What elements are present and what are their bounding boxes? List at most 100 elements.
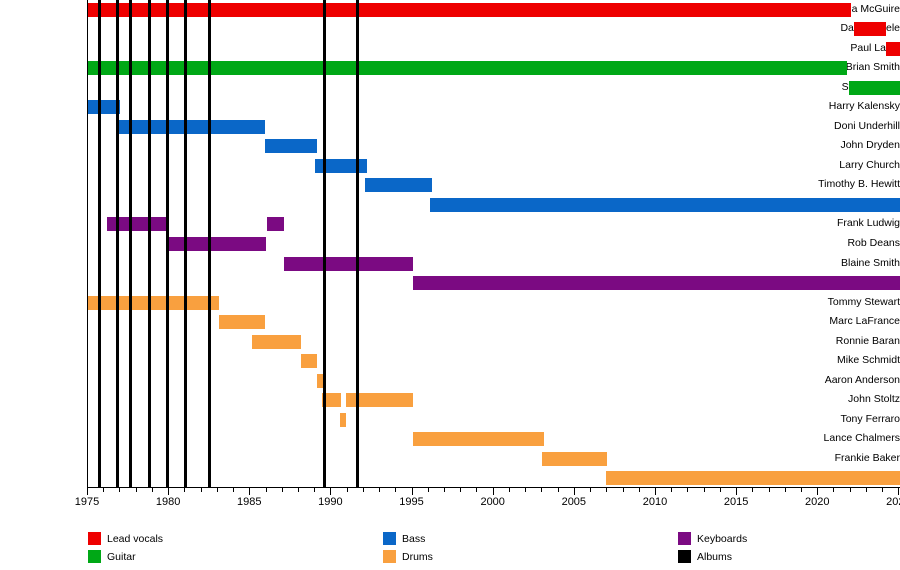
x-tick-minor xyxy=(687,488,689,492)
timeline-bar xyxy=(88,295,220,310)
x-tick-major xyxy=(817,488,819,495)
timeline-bar xyxy=(118,119,265,134)
x-tick-minor xyxy=(508,488,510,492)
x-tick-label: 2000 xyxy=(480,496,505,508)
timeline-bar xyxy=(88,61,848,76)
row-label: Ronnie Baran xyxy=(835,334,900,347)
timeline-bar xyxy=(300,354,317,369)
album-marker xyxy=(115,0,119,488)
x-tick-minor xyxy=(703,488,705,492)
legend-label: Bass xyxy=(402,532,426,545)
x-tick-minor xyxy=(525,488,527,492)
timeline-bar xyxy=(542,451,608,466)
x-tick-minor xyxy=(103,488,105,492)
timeline-bar xyxy=(219,315,265,330)
x-tick-major xyxy=(654,488,656,495)
row-label: Brian Smith xyxy=(845,61,900,74)
timeline-bar xyxy=(365,178,433,193)
legend-item[interactable]: Drums xyxy=(383,550,433,563)
timeline-bar xyxy=(284,256,413,271)
x-tick-major xyxy=(492,488,494,495)
legend-label: Albums xyxy=(697,550,733,563)
x-tick-label: 1975 xyxy=(74,496,100,508)
legend-item[interactable]: Keyboards xyxy=(678,532,747,545)
x-tick-minor xyxy=(216,488,218,492)
x-tick-major xyxy=(898,488,900,495)
timeline-bar xyxy=(321,393,342,408)
x-tick-label: 2005 xyxy=(561,496,587,508)
x-tick-major xyxy=(87,488,88,495)
x-tick-label: 1995 xyxy=(399,496,424,508)
legend-item[interactable]: Albums xyxy=(678,550,732,563)
x-tick-minor xyxy=(557,488,559,492)
row-label: Rob Deans xyxy=(847,237,900,249)
timeline-bar xyxy=(346,393,413,408)
x-tick-minor xyxy=(119,488,121,492)
timeline-bar xyxy=(339,412,346,427)
x-tick-minor xyxy=(281,488,283,492)
x-tick-minor xyxy=(297,488,299,492)
legend-item[interactable]: Guitar xyxy=(88,550,136,563)
album-marker xyxy=(355,0,359,488)
plot-frame xyxy=(87,0,900,488)
x-tick-label: 2015 xyxy=(723,496,749,508)
x-tick-minor xyxy=(752,488,754,492)
row-label: Timothy B. Hewitt xyxy=(818,178,900,191)
x-tick-minor xyxy=(849,488,851,492)
album-marker xyxy=(148,0,152,488)
timeline-bar xyxy=(315,158,368,173)
x-tick-label: 1990 xyxy=(318,496,343,508)
x-tick-minor xyxy=(541,488,543,492)
row-label: Tommy Stewart xyxy=(827,295,900,308)
x-tick-minor xyxy=(444,488,445,492)
x-tick-minor xyxy=(362,488,364,492)
timeline-bar xyxy=(412,432,544,447)
legend-item[interactable]: Bass xyxy=(383,532,425,545)
x-tick-minor xyxy=(882,488,884,492)
x-tick-minor xyxy=(460,488,462,492)
x-tick-major xyxy=(330,488,332,495)
album-marker xyxy=(97,0,101,488)
x-tick-label: 1985 xyxy=(237,496,262,508)
album-marker xyxy=(165,0,169,488)
x-tick-minor xyxy=(200,488,202,492)
x-tick-label: 1980 xyxy=(155,496,181,508)
timeline-bar xyxy=(167,237,267,251)
legend-label: Guitar xyxy=(107,550,136,563)
album-marker xyxy=(323,0,327,488)
row-label: Harry Kalensky xyxy=(828,100,900,113)
row-label: Frankie Baker xyxy=(834,451,900,464)
legend-item[interactable]: Lead vocals xyxy=(88,532,163,545)
row-label: Paul Laine xyxy=(850,41,900,54)
timeline-bar xyxy=(107,217,168,232)
x-tick-major xyxy=(411,488,413,495)
x-tick-major xyxy=(736,488,738,495)
x-tick-minor xyxy=(833,488,835,492)
x-tick-minor xyxy=(606,488,608,492)
x-tick-label: 2010 xyxy=(642,496,668,508)
x-tick-minor xyxy=(346,488,348,492)
row-label: Blaine Smith xyxy=(841,256,900,269)
x-tick-major xyxy=(249,488,251,495)
timeline-bar xyxy=(853,22,887,37)
album-marker xyxy=(208,0,212,488)
album-marker xyxy=(183,0,187,488)
row-label: Frank Ludwig xyxy=(836,217,900,230)
row-label: Marc LaFrance xyxy=(829,315,900,328)
row-label: Aaron Anderson xyxy=(824,373,900,386)
legend-swatch-icon xyxy=(88,550,101,563)
x-tick-minor xyxy=(395,488,397,492)
timeline-bar xyxy=(430,197,900,212)
timeline-bar xyxy=(266,217,285,232)
x-tick-minor xyxy=(314,488,316,492)
row-label: John Stoltz xyxy=(848,393,900,406)
row-label: Doni Underhill xyxy=(834,119,900,132)
x-tick-minor xyxy=(768,488,770,492)
timeline-bar xyxy=(605,471,900,486)
row-label: Tony Ferraro xyxy=(840,412,900,425)
legend-swatch-icon xyxy=(383,550,396,563)
row-label: Larry Church xyxy=(839,158,900,171)
x-tick-minor xyxy=(622,488,624,492)
